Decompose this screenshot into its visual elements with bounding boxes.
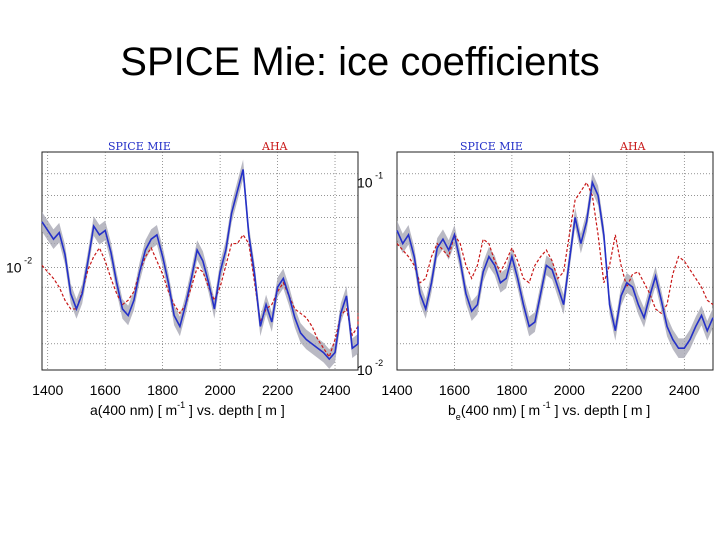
right-y-ticks: 10 -1 10 -2 [357, 171, 383, 378]
right-plot-frame [396, 151, 714, 371]
slide-title: SPICE Mie: ice coefficients [120, 40, 600, 84]
aha-series-line [396, 181, 714, 315]
right-legend-aha: AHA [619, 140, 647, 153]
y-tick-label: 10 -1 [357, 171, 383, 191]
x-tick-label: 2400 [319, 382, 350, 398]
right-legend-spice: SPICE MIE [460, 140, 523, 153]
left-chart: SPICE MIE AHA 1400 1600 1800 2000 2200 2400 1… [6, 140, 359, 418]
x-tick-label: 1600 [439, 382, 470, 398]
left-x-axis-label: a(400 nm) [ m-1 ] vs. depth [ m ] [90, 400, 285, 418]
x-tick-label: 2200 [262, 382, 293, 398]
aha-series-line [41, 233, 359, 359]
spice-uncertainty-band [397, 172, 713, 359]
x-tick-label: 1600 [90, 382, 121, 398]
right-chart: SPICE MIE AHA 1400 1600 1800 2000 2200 2400 1… [357, 140, 714, 422]
right-x-axis-label: be(400 nm) [ m -1 ] vs. depth [ m ] [448, 400, 650, 422]
left-series [41, 169, 359, 361]
right-spice-band [397, 172, 713, 359]
x-tick-label: 2000 [554, 382, 585, 398]
x-tick-label: 1800 [147, 382, 178, 398]
x-tick-label: 2400 [669, 382, 700, 398]
x-tick-label: 1400 [32, 382, 63, 398]
spice-series-line [396, 179, 714, 350]
left-legend-spice: SPICE MIE [108, 140, 171, 153]
left-y-ticks: 10 -2 [6, 256, 32, 276]
spice-series-line [41, 169, 359, 361]
x-tick-label: 2200 [611, 382, 642, 398]
x-tick-label: 2000 [205, 382, 236, 398]
spice-uncertainty-band [42, 159, 358, 369]
right-x-ticks: 1400 1600 1800 2000 2200 2400 [381, 382, 700, 398]
left-legend-aha: AHA [261, 140, 289, 153]
left-spice-band [42, 159, 358, 369]
x-tick-label: 1800 [496, 382, 527, 398]
y-tick-label: 10 -2 [357, 358, 383, 378]
left-x-ticks: 1400 1600 1800 2000 2200 2400 [32, 382, 351, 398]
right-series [396, 179, 714, 350]
y-tick-label: 10 -2 [6, 256, 32, 276]
x-tick-label: 1400 [381, 382, 412, 398]
